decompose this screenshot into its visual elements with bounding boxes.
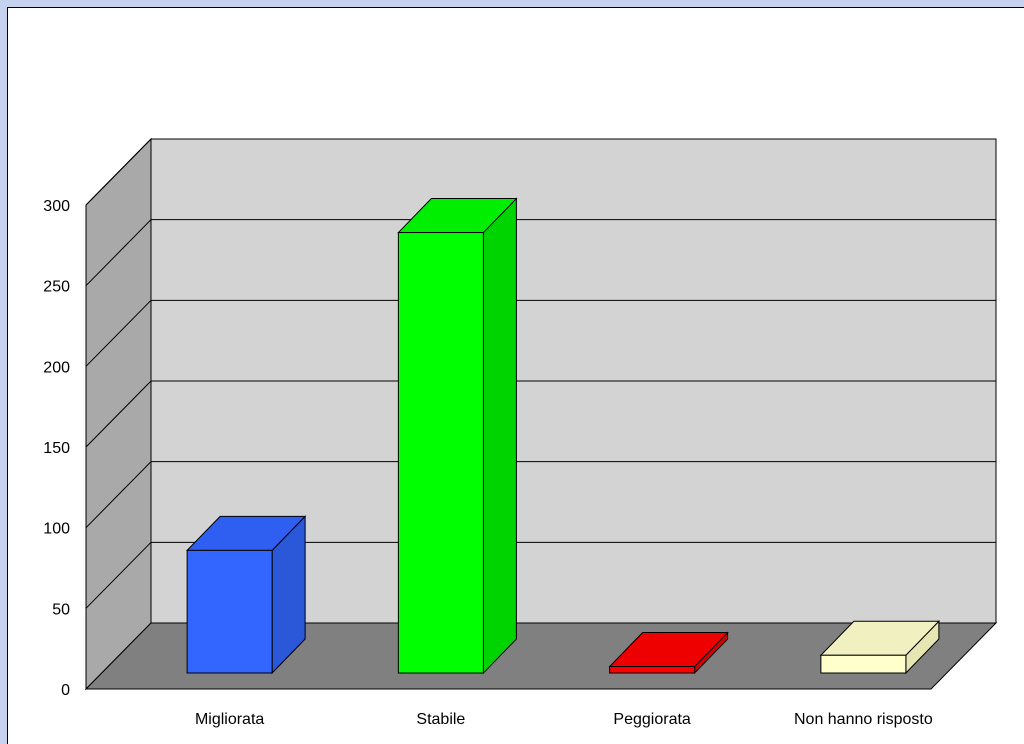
x-tick-label: Migliorata (195, 711, 264, 728)
y-tick-label: 300 (43, 198, 70, 215)
bar-side (482, 197, 517, 675)
bar-stabile (397, 197, 518, 675)
x-tick-label: Non hanno risposto (794, 711, 933, 728)
bar (186, 549, 273, 674)
y-tick-label: 0 (61, 682, 70, 699)
y-tick-label: 200 (43, 359, 70, 376)
gridline (85, 219, 996, 287)
x-tick-label: Peggiorata (613, 711, 690, 728)
y-tick-label: 250 (43, 279, 70, 296)
gridline (85, 138, 996, 206)
bar-chart-3d: 0 50 100 150 200 250 300 Migliorata Stabile Pegg… (43, 137, 998, 728)
y-tick-label: 100 (43, 521, 70, 538)
gridline (85, 299, 996, 367)
y-axis-ticks: 0 50 100 150 200 250 300 (43, 198, 70, 699)
bar (609, 666, 696, 674)
bars (185, 197, 941, 675)
bar-migliorata (185, 515, 307, 675)
x-tick-label: Stabile (416, 711, 465, 728)
gridline (85, 380, 996, 448)
y-tick-label: 150 (43, 440, 70, 457)
bar-peggiorata (608, 631, 729, 675)
gridline (85, 461, 996, 529)
floor (84, 622, 998, 690)
gridlines (85, 138, 996, 609)
bar (820, 654, 907, 674)
gridline (85, 541, 996, 609)
bar (397, 232, 484, 674)
x-axis-labels: Migliorata Stabile Peggiorata Non hanno ris… (195, 711, 933, 728)
chart-area: 0 50 100 150 200 250 300 Migliorata Stabile Pegg… (7, 7, 1024, 744)
bar-non-hanno-risposto (819, 620, 941, 675)
y-tick-label: 50 (52, 601, 70, 618)
